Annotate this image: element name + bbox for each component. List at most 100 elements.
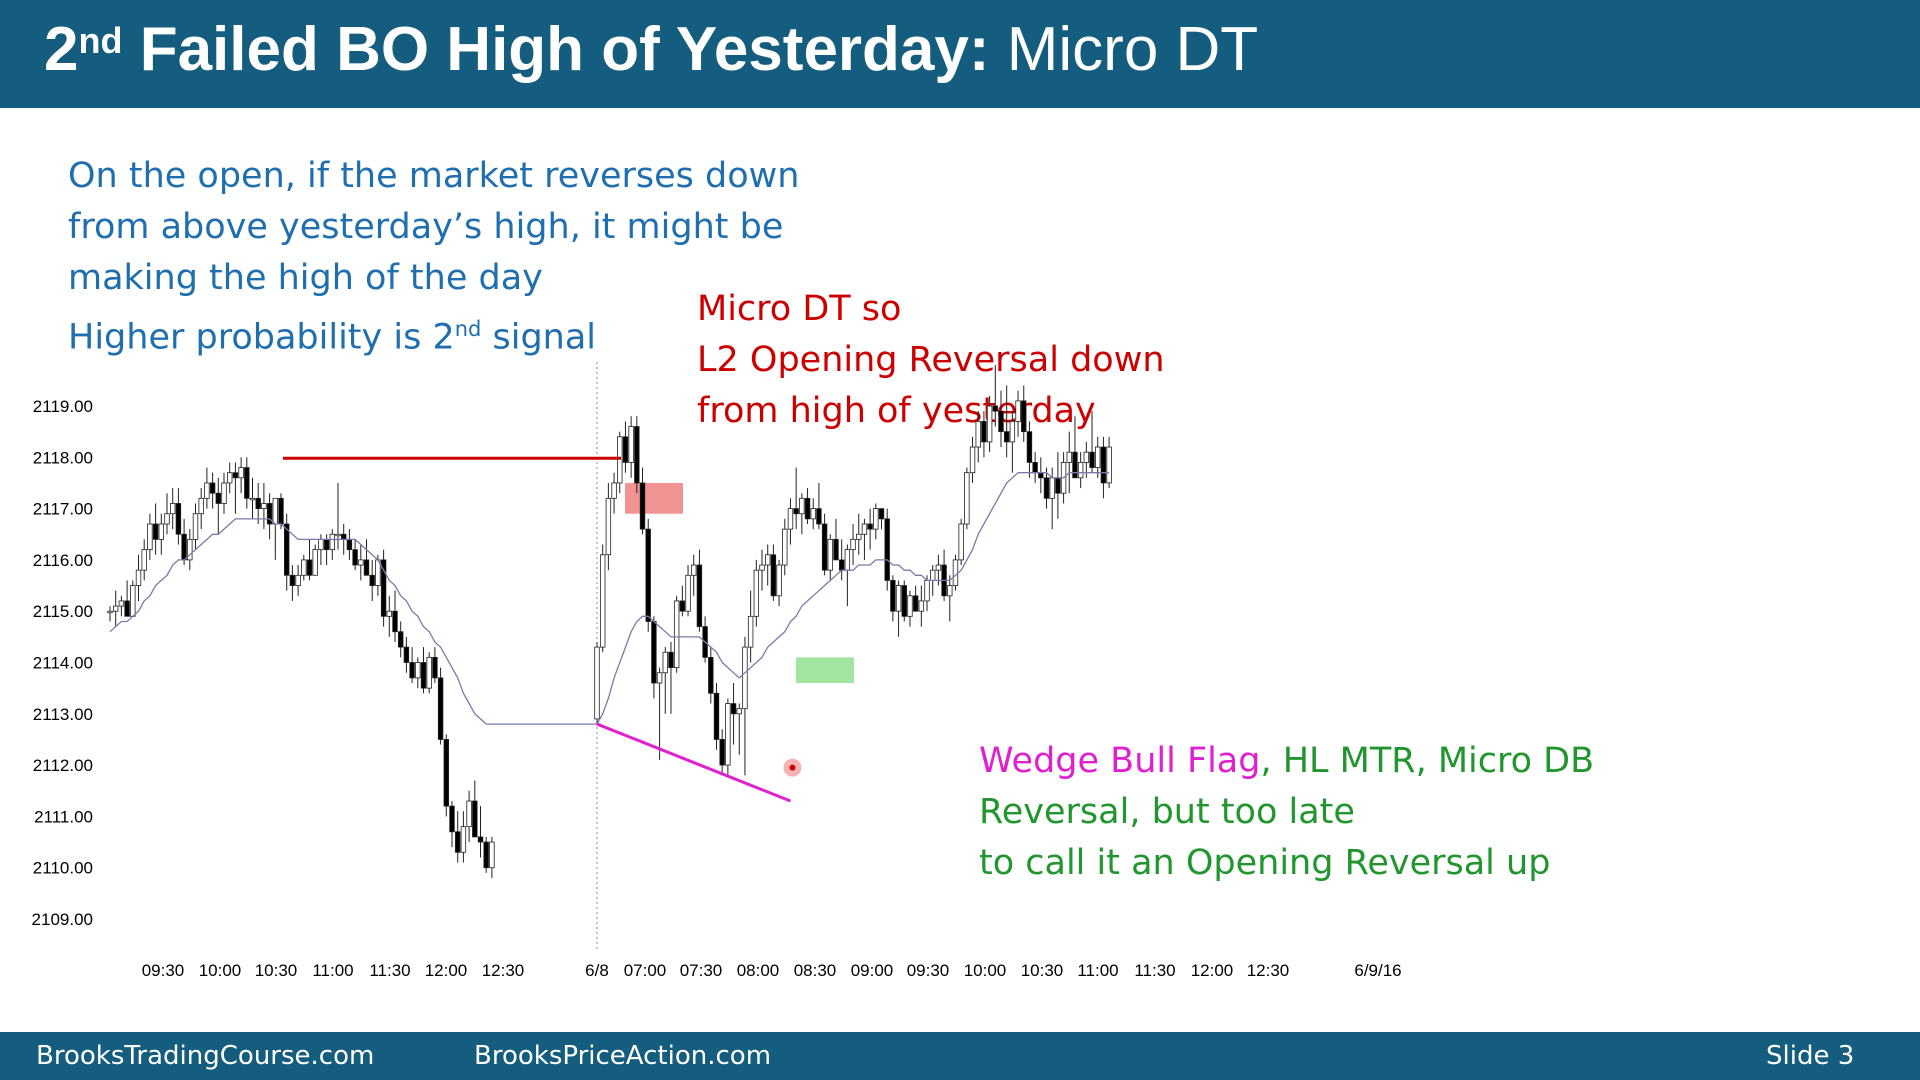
x-tick-label: 11:00 (312, 961, 353, 980)
candle-body (1038, 472, 1044, 479)
x-axis: 09:30 10:00 10:30 11:00 11:30 12:00 12:30 6/8 07… (142, 961, 1402, 980)
candle-body (226, 472, 233, 484)
candle-body (708, 656, 714, 694)
candle-body (454, 831, 461, 853)
candle-body (204, 482, 210, 499)
title-ordinal: nd (78, 20, 123, 61)
candle-body (918, 600, 925, 612)
candle-body (283, 523, 290, 576)
candle-body (725, 703, 731, 766)
candle-body (238, 467, 244, 479)
y-tick-label: 2109.00 (32, 910, 93, 929)
x-tick-label: 6/9/16 (1354, 961, 1401, 980)
note-green-line: to call it an Opening Reversal up (979, 843, 1551, 883)
wedge-trendline (596, 722, 792, 803)
candle-body (415, 662, 421, 679)
candle-body (901, 585, 907, 617)
candle-body (107, 610, 113, 614)
candle-body (209, 482, 216, 494)
candle-body (147, 523, 153, 551)
candle-body (833, 538, 839, 561)
candle-body (1043, 477, 1050, 499)
candle-body (617, 436, 623, 484)
candle-body (1089, 451, 1095, 468)
candle-body (369, 574, 375, 586)
footer-bar: BrooksTradingCourse.com BrooksPriceActio… (0, 1032, 1920, 1080)
candle-body (713, 692, 720, 740)
note-blue-line: making the high of the day (68, 258, 543, 298)
candlestick-chart: 2119.00 2118.00 2117.00 2116.00 2115.00 2114.… (32, 362, 1402, 980)
candle-body (770, 554, 777, 597)
candle-body (747, 615, 754, 648)
candle-body (685, 574, 691, 612)
title-bold: Failed BO High of Yesterday: (122, 15, 990, 84)
title-bar: 2nd Failed BO High of Yesterday: Micro D… (0, 0, 1920, 108)
candle-body (912, 595, 919, 612)
candle-body (787, 508, 794, 530)
x-tick-label: 11:30 (369, 961, 410, 980)
candle-body (1083, 451, 1090, 463)
y-tick-label: 2115.00 (33, 602, 93, 621)
candle-body (312, 549, 318, 576)
candle-body (947, 585, 953, 597)
x-tick-label: 10:30 (1021, 961, 1064, 980)
candle-body (867, 523, 873, 530)
candle-body (736, 708, 742, 715)
x-tick-label: 12:00 (1191, 961, 1234, 980)
candle-body (158, 523, 164, 540)
y-tick-label: 2110.00 (33, 859, 93, 878)
y-tick-label: 2111.00 (34, 807, 93, 826)
candle-body (599, 554, 606, 648)
candle-body (363, 559, 370, 576)
candles (107, 364, 1112, 878)
candle-body (594, 646, 600, 720)
x-tick-label: 12:30 (1247, 961, 1290, 980)
candle-body (668, 651, 674, 669)
candle-body (432, 656, 438, 679)
candle-body (639, 482, 646, 530)
candle-body (477, 836, 484, 843)
candle-body (261, 503, 267, 510)
candle-body (958, 523, 964, 561)
candle-body (1049, 477, 1055, 499)
candle-body (175, 503, 182, 535)
candle-body (759, 564, 765, 571)
candle-body (358, 559, 364, 566)
candle-body (981, 420, 987, 443)
candle-body (141, 549, 147, 571)
note-green-text: , HL MTR, Micro DB (1260, 741, 1595, 781)
candle-body (861, 523, 868, 535)
candle-body (318, 538, 324, 551)
candle-body (221, 482, 227, 504)
candle-body (483, 841, 489, 869)
candle-body (907, 595, 913, 617)
y-tick-label: 2119.00 (33, 397, 93, 416)
x-tick-label: 08:00 (737, 961, 780, 980)
candle-body (998, 410, 1004, 433)
x-tick-label: 10:00 (964, 961, 1007, 980)
candle-body (1100, 446, 1107, 484)
candle-body (426, 656, 432, 689)
note-blue-sup: nd (454, 317, 482, 341)
note-red-line: L2 Opening Reversal down (697, 340, 1165, 380)
candle-body (622, 436, 629, 463)
candle-body (1066, 451, 1072, 463)
candle-body (1026, 431, 1033, 463)
note-blue-line: On the open, if the market reverses down (68, 156, 800, 196)
candle-body (890, 580, 896, 612)
candle-body (952, 559, 959, 586)
footer-left: BrooksTradingCourse.com (36, 1041, 375, 1071)
note-blue-text: Higher probability is 2 (68, 317, 455, 358)
x-tick-label: 09:30 (142, 961, 185, 980)
candle-body (118, 600, 125, 607)
candle-body (192, 513, 199, 540)
candle-body (656, 672, 663, 684)
candle-body (289, 574, 296, 586)
candle-body (884, 518, 890, 581)
candle-body (181, 533, 187, 561)
candle-body (489, 841, 495, 869)
note-magenta-text: Wedge Bull Flag (979, 741, 1261, 781)
candle-body (730, 703, 737, 715)
candle-body (352, 549, 358, 566)
candle-body (1003, 431, 1010, 443)
